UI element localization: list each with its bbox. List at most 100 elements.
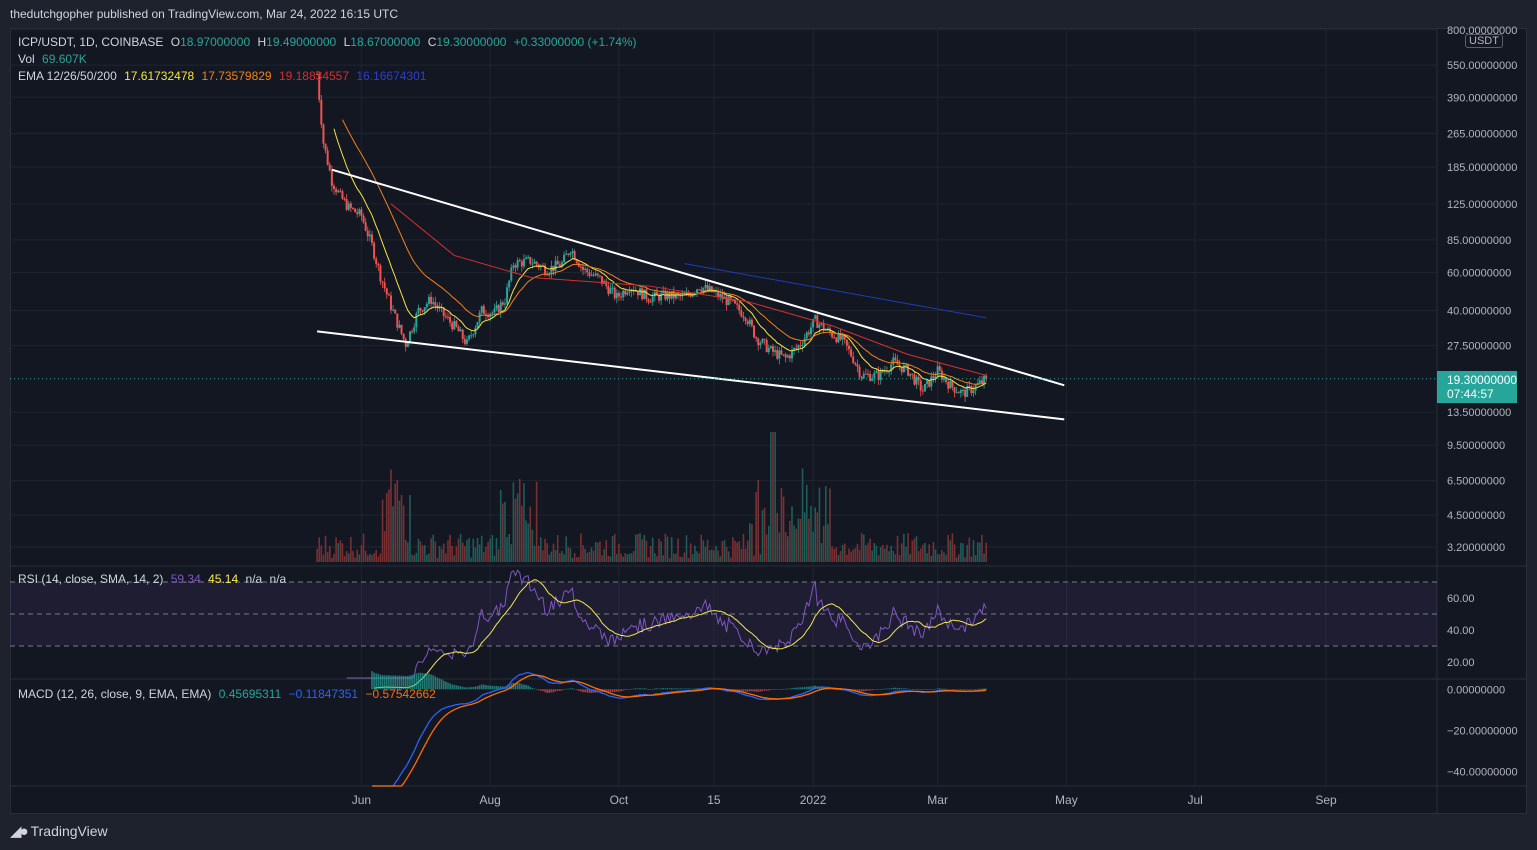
candle-body	[955, 392, 958, 394]
candle-body	[499, 302, 502, 313]
ema50-value: 19.18834557	[278, 69, 350, 83]
macd-hist-bar	[535, 689, 538, 690]
volume-bar	[746, 540, 749, 562]
candle-body	[360, 209, 363, 216]
macd-hist-bar	[468, 687, 470, 690]
volume-bar	[816, 512, 819, 562]
macd-hist-bar	[875, 689, 878, 690]
candle-body	[480, 306, 483, 313]
macd-hist-bar	[715, 689, 717, 690]
publisher-text: thedutchgopher published on TradingView.…	[10, 7, 399, 21]
macd-hist-bar	[791, 688, 793, 690]
volume-bar	[426, 554, 428, 562]
footer	[0, 814, 1537, 850]
macd-hist-bar	[569, 688, 572, 690]
macd-hist-bar	[434, 676, 437, 690]
candle-body	[392, 309, 395, 311]
candle-body	[556, 260, 559, 265]
volume-bar	[447, 540, 449, 562]
macd-hist-bar	[748, 689, 751, 692]
macd-hist-bar	[928, 689, 930, 690]
macd-hist-bar	[400, 675, 403, 690]
candle-body	[529, 256, 532, 264]
volume-bar	[765, 534, 768, 562]
macd-hist-bar	[972, 689, 975, 690]
candle-body	[885, 370, 888, 373]
volume-bar	[662, 555, 665, 562]
candle-body	[396, 313, 399, 328]
volume-bar	[563, 554, 565, 562]
macd-hist-bar	[934, 688, 937, 690]
volume-bar	[812, 531, 814, 562]
macd-hist-bar	[561, 689, 563, 691]
time-tick-label: Jul	[1187, 793, 1202, 807]
volume-bar	[478, 544, 481, 562]
candle-body	[721, 293, 724, 299]
macd-hist-bar	[964, 689, 966, 690]
candle-body	[748, 319, 751, 325]
macd-hist-bar	[635, 688, 637, 690]
volume-bar	[474, 547, 477, 562]
volume-bar	[892, 550, 895, 562]
volume-bar	[909, 554, 912, 562]
volume-bar	[949, 540, 952, 562]
macd-hist-bar	[440, 679, 443, 690]
candle-body	[497, 305, 500, 313]
macd-hist-bar	[445, 681, 447, 690]
macd-hist-bar	[871, 689, 874, 691]
time-tick-label: Oct	[610, 793, 629, 807]
candle-body	[335, 189, 338, 193]
candle-body	[349, 203, 352, 208]
candle-body	[356, 212, 359, 215]
macd-hist-bar	[888, 688, 890, 690]
candle-body	[634, 290, 637, 292]
macd-hist-bar	[398, 675, 401, 690]
volume-bar	[381, 499, 384, 562]
candle-body	[326, 150, 329, 165]
tradingview-logo[interactable]: ◢● TradingView	[10, 822, 108, 840]
volume-bar	[626, 554, 629, 562]
macd-hist-bar	[582, 689, 584, 693]
volume-bar	[510, 544, 513, 562]
volume-bar	[757, 480, 760, 562]
candle-body	[957, 392, 960, 394]
volume-bar	[886, 544, 888, 562]
candle-body	[322, 124, 325, 144]
volume-bar	[339, 540, 342, 562]
volume-bar	[675, 553, 677, 562]
volume-bar	[347, 553, 350, 562]
volume-bar	[567, 547, 570, 562]
candle-body	[332, 185, 335, 190]
macd-hist-bar	[985, 688, 987, 690]
volume-bar	[744, 548, 747, 562]
macd-hist-bar	[495, 685, 498, 690]
currency-badge[interactable]: USDT	[1465, 34, 1503, 48]
candle-body	[750, 319, 753, 326]
macd-signal-value: −0.57542662	[365, 687, 436, 701]
candle-body	[822, 323, 825, 331]
candle-body	[689, 294, 692, 297]
volume-bar	[345, 551, 348, 562]
macd-hist-bar	[962, 689, 964, 690]
macd-hist-bar	[383, 675, 386, 690]
candle-body	[430, 296, 433, 304]
candle-body	[926, 380, 929, 384]
candle-body	[894, 357, 897, 361]
volume-bar	[983, 553, 985, 562]
macd-hist-bar	[550, 689, 553, 693]
candle-body	[506, 287, 509, 304]
volume-bar	[341, 543, 344, 562]
candle-body	[862, 373, 865, 379]
candle-body	[343, 198, 346, 200]
candle-body	[936, 366, 939, 377]
macd-hist-bar	[413, 674, 415, 690]
candle-body	[457, 326, 460, 332]
macd-hist-bar	[552, 689, 555, 693]
volume-bar	[525, 520, 527, 562]
volume-bar	[597, 542, 599, 562]
candle-body	[337, 190, 340, 193]
volume-bar	[603, 549, 605, 562]
volume-bar	[875, 545, 878, 562]
candle-body	[799, 345, 802, 347]
